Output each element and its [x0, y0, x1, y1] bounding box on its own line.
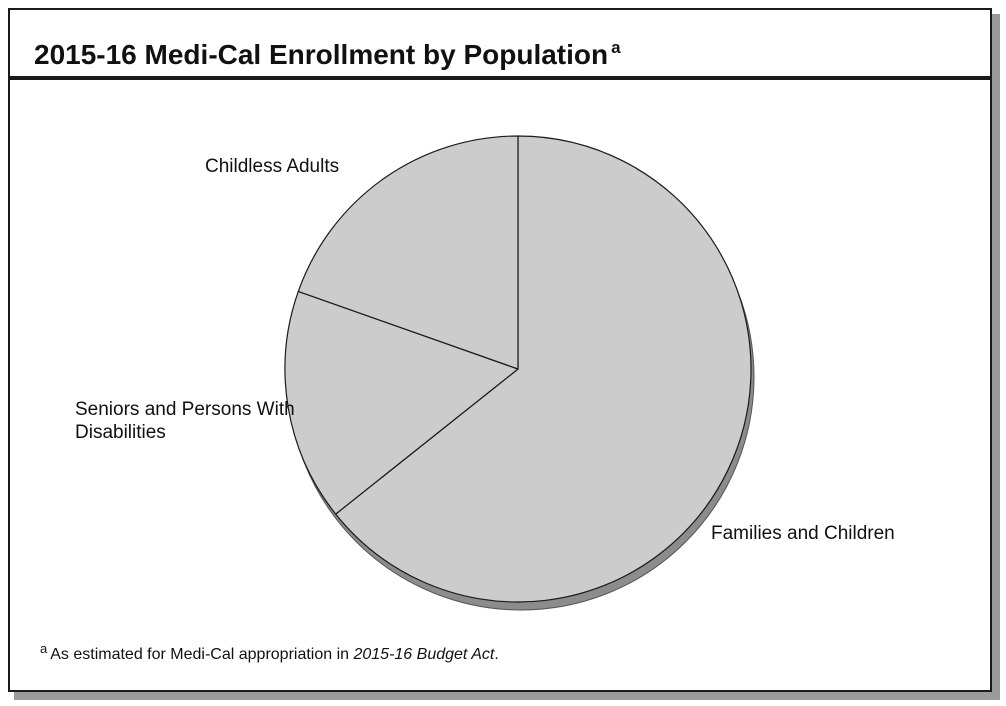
pie-slices — [284, 135, 752, 603]
pie-labels: Families and Children Seniors and Persons… — [75, 156, 895, 544]
footnote-marker: a — [40, 641, 48, 656]
pie-label-childless-adults: Childless Adults — [205, 156, 339, 177]
pie-slice-childless-adults — [297, 135, 519, 370]
pie-label-seniors-and-persons-with-disabilities: Seniors and Persons With Disabilities — [75, 399, 295, 443]
pie-slice-seniors-and-persons-with-disabilities — [284, 290, 519, 515]
chart-title: 2015-16 Medi-Cal Enrollment by Populatio… — [34, 38, 621, 71]
footnote-italic-text: 2015-16 Budget Act — [353, 646, 495, 663]
footnote: a As estimated for Medi-Cal appropriation… — [40, 641, 499, 664]
title-bar: 2015-16 Medi-Cal Enrollment by Populatio… — [10, 10, 990, 80]
title-footnote-marker: a — [611, 38, 621, 57]
footnote-suffix: . — [494, 646, 499, 663]
chart-title-text: 2015-16 Medi-Cal Enrollment by Populatio… — [34, 39, 609, 70]
pie-slice-families-and-children — [335, 135, 752, 603]
footnote-text: As estimated for Medi-Cal appropriation … — [50, 646, 354, 663]
pie-label-families-and-children: Families and Children — [711, 523, 895, 544]
